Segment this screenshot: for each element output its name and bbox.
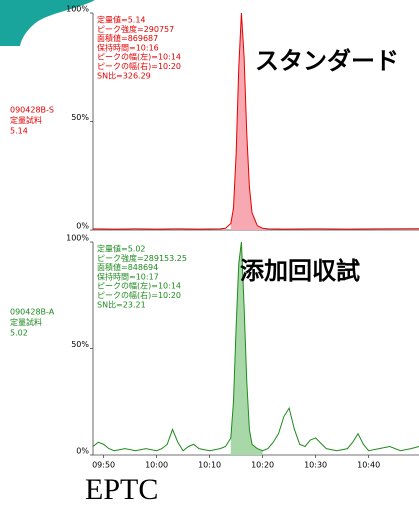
peak-annotation: ピークの幅(左)=10:14: [97, 52, 181, 62]
x-tick-label: 09:50: [92, 461, 115, 470]
y-tick-label: 100%: [66, 234, 89, 243]
sample-label: 5.02: [10, 329, 28, 338]
peak-annotation: ピーク強度=290757: [97, 24, 174, 34]
x-tick-label: 10:40: [357, 461, 380, 470]
page: EPTC 0% 50% 100% 定量値=5.14ピーク強度=290757面積値=86…: [0, 0, 419, 513]
x-tick-label: 10:30: [304, 461, 327, 470]
sample-label: 090428B-A: [10, 308, 55, 317]
peak-annotation: 定量値=5.14: [97, 15, 146, 25]
peak-annotation: ピークの幅(右)=10:20: [97, 61, 181, 71]
sample-label: 090428B-S: [10, 106, 54, 115]
peak-annotation: 保持時間=10:17: [97, 271, 159, 281]
y-tick-label: 50%: [71, 340, 89, 349]
peak-annotation: SN比=326.29: [97, 70, 151, 80]
x-tick-label: 10:00: [145, 461, 168, 470]
peak-annotation: 保持時間=10:16: [97, 42, 159, 52]
peak-annotation: 面積値=848694: [97, 262, 158, 272]
y-tick-label: 0%: [76, 447, 89, 456]
compound-name: EPTC: [85, 473, 158, 506]
peak-annotation: ピーク強度=289153.25: [97, 253, 187, 263]
overlay-title: 添加回収試: [240, 257, 360, 285]
y-tick-label: 0%: [76, 222, 89, 231]
peak-annotation: 定量値=5.02: [97, 244, 146, 254]
y-tick-label: 100%: [66, 5, 89, 14]
x-tick-label: 10:20: [251, 461, 274, 470]
sample-label: 定量試料: [10, 317, 42, 327]
sample-label: 5.14: [10, 127, 28, 136]
sample-label: 定量試料: [10, 115, 42, 125]
peak-annotation: ピークの幅(右)=10:20: [97, 290, 181, 300]
chart: EPTC 0% 50% 100% 定量値=5.14ピーク強度=290757面積値=86…: [0, 0, 419, 513]
x-tick-label: 10:10: [198, 461, 221, 470]
overlay-title: スタンダード: [255, 47, 399, 75]
y-tick-label: 50%: [71, 113, 89, 122]
peak-annotation: 面積値=869687: [97, 33, 158, 43]
peak-annotation: SN比=23.21: [97, 299, 146, 309]
peak-annotation: ピークの幅(左)=10:14: [97, 281, 181, 291]
